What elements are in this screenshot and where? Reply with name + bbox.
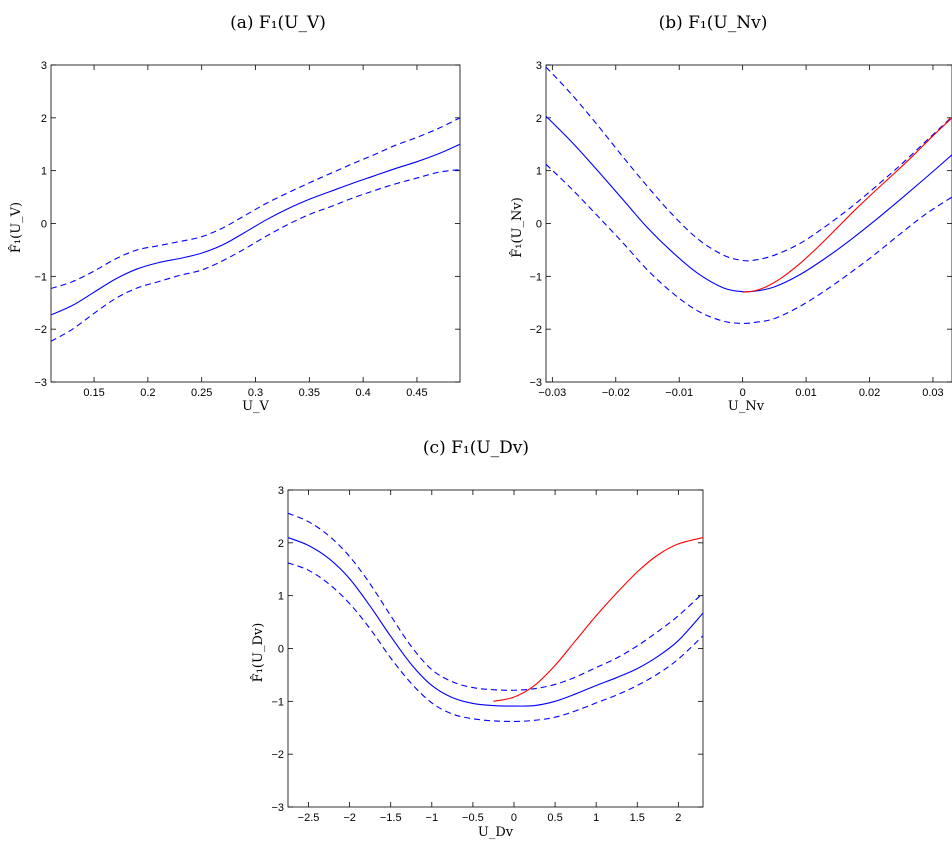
- y-tick-label: −3: [529, 377, 542, 389]
- series-line-dashed: [546, 163, 952, 324]
- y-tick-label: −2: [34, 324, 47, 336]
- y-tick-label: 3: [536, 60, 542, 72]
- x-tick-label: 0.2: [140, 387, 155, 399]
- series-line-solid: [546, 115, 952, 293]
- series-line-red: [493, 537, 703, 702]
- x-tick-label: 0.45: [406, 387, 427, 399]
- panel-b: (b) F₁(U_Nv) −0.03 −0.02 −0.01 0 0.01 0.02 0.03…: [509, 13, 952, 414]
- y-tick-label: 3: [278, 485, 284, 497]
- x-tick-label: 0.3: [248, 387, 263, 399]
- x-tick-label: 0: [511, 812, 517, 824]
- y-tick-label: −3: [271, 802, 284, 814]
- x-tick-label: 0.25: [191, 387, 212, 399]
- y-tick-label: 2: [41, 113, 47, 125]
- y-axis-label: F̂₁(U_V): [8, 202, 24, 253]
- series-line-dashed: [288, 562, 703, 722]
- x-tick-label: −2: [343, 812, 356, 824]
- x-tick-label: −1.5: [380, 812, 402, 824]
- x-tick-label: 1.5: [630, 812, 645, 824]
- x-tick-label: 0.35: [299, 387, 320, 399]
- y-tick-label: 0: [536, 219, 542, 231]
- y-tick-label: −1: [271, 696, 284, 708]
- x-tick-label: 0.02: [859, 387, 880, 399]
- panel-c: (c) F₁(U_Dv) −2.5 −2 −1.5 −1 −0.5 0 0.5 1 1.5 2 −3 −…: [250, 438, 704, 840]
- series-line-dashed: [546, 66, 952, 262]
- x-axis-label: U_Dv: [478, 825, 514, 840]
- y-tick-label: 1: [41, 166, 47, 178]
- series-line-dashed: [51, 169, 460, 342]
- x-tick-label: 0.01: [795, 387, 816, 399]
- series-line-solid: [288, 537, 703, 707]
- y-tick-label: −2: [529, 324, 542, 336]
- x-tick-label: −0.03: [538, 387, 566, 399]
- x-tick-label: 0: [740, 387, 746, 399]
- series-group: [288, 512, 703, 722]
- x-tick-label: −0.02: [602, 387, 630, 399]
- panel-a: (a) F₁(U_V) 0.15 0.2 0.25 0.3 0.35 0.4 0.45 −3 −2…: [8, 13, 461, 414]
- x-tick-label: −0.01: [665, 387, 693, 399]
- y-axis-label: F̂₁(U_Nv): [509, 197, 525, 258]
- x-tick-label: 0.15: [83, 387, 104, 399]
- y-tick-label: −1: [34, 271, 47, 283]
- plot-area: [50, 64, 461, 383]
- y-tick-label: 3: [41, 60, 47, 72]
- x-tick-label: 2: [675, 812, 681, 824]
- series-group: [51, 117, 460, 342]
- plot-area: [545, 64, 952, 383]
- plot-area: [287, 489, 704, 808]
- y-tick-label: −3: [34, 377, 47, 389]
- chart-title: (a) F₁(U_V): [230, 13, 326, 33]
- x-axis-label: U_V: [242, 399, 269, 414]
- chart-title: (b) F₁(U_Nv): [659, 13, 768, 33]
- x-tick-label: 1: [593, 812, 599, 824]
- x-tick-label: 0.4: [355, 387, 370, 399]
- y-tick-label: 2: [536, 113, 542, 125]
- y-tick-label: 0: [278, 644, 284, 656]
- y-tick-label: −2: [271, 749, 284, 761]
- y-tick-label: −1: [529, 271, 542, 283]
- y-tick-label: 0: [41, 219, 47, 231]
- x-axis-label: U_Nv: [728, 399, 765, 414]
- x-tick-label: −2.5: [298, 812, 320, 824]
- y-tick-label: 2: [278, 538, 284, 550]
- x-tick-label: 0.03: [922, 387, 943, 399]
- y-tick-label: 1: [278, 591, 284, 603]
- series-line-solid: [51, 143, 460, 316]
- x-tick-label: −1: [426, 812, 439, 824]
- series-line-dashed: [51, 117, 460, 290]
- x-tick-label: −0.5: [462, 812, 484, 824]
- series-line-dashed: [288, 512, 703, 691]
- y-tick-label: 1: [536, 166, 542, 178]
- series-group: [546, 66, 952, 324]
- y-axis-label: F̂₁(U_Dv): [250, 623, 266, 683]
- chart-title: (c) F₁(U_Dv): [423, 438, 529, 458]
- series-line-red: [742, 117, 952, 293]
- x-tick-label: 0.5: [547, 812, 562, 824]
